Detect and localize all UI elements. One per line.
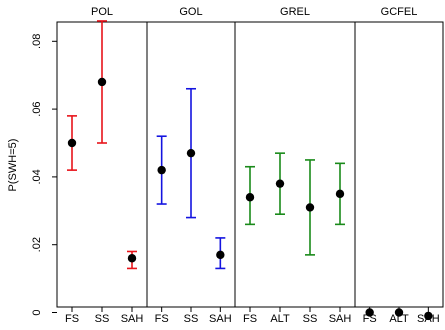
plot-layer: 0 .02 .04 .06 .08 POL FS SS SAH GOL FS SS SAH GREL FS A… [31,6,444,325]
y-axis-title: P(SWH=5) [7,139,19,192]
x-tick-label: FS [155,313,169,325]
x-tick-label: SAH [209,313,232,325]
x-tick-label: SAH [329,313,352,325]
x-tick-label: SAH [121,313,144,325]
data-point [216,250,225,260]
panel-title: POL [91,6,113,18]
x-tick-label: FS [65,313,79,325]
data-point [335,189,345,199]
data-point [97,77,107,87]
y-tick-label: .04 [31,169,43,184]
data-point [186,148,196,158]
x-tick-label: SS [95,313,110,325]
data-point [365,308,374,317]
panel-title: GCFEL [381,6,418,18]
x-tick-label: SS [303,313,318,325]
y-tick-label: .08 [31,34,43,49]
x-tick-label: ALT [389,313,409,325]
data-point [67,138,77,148]
panel-title: GREL [280,6,310,18]
data-point [127,254,137,263]
y-tick-label: 0 [31,309,43,315]
data-point [157,165,166,175]
data-point [394,308,404,317]
panel-title: GOL [179,6,202,18]
y-tick-label: .02 [31,237,43,252]
data-point [245,193,255,202]
x-tick-label: SS [184,313,199,325]
x-tick-label: FS [243,313,257,325]
data-point [424,311,433,321]
x-tick-label: ALT [270,313,290,325]
x-tick-label: FS [363,313,377,325]
y-tick-label: .06 [31,101,43,116]
data-point [305,203,315,212]
data-point [275,179,285,188]
